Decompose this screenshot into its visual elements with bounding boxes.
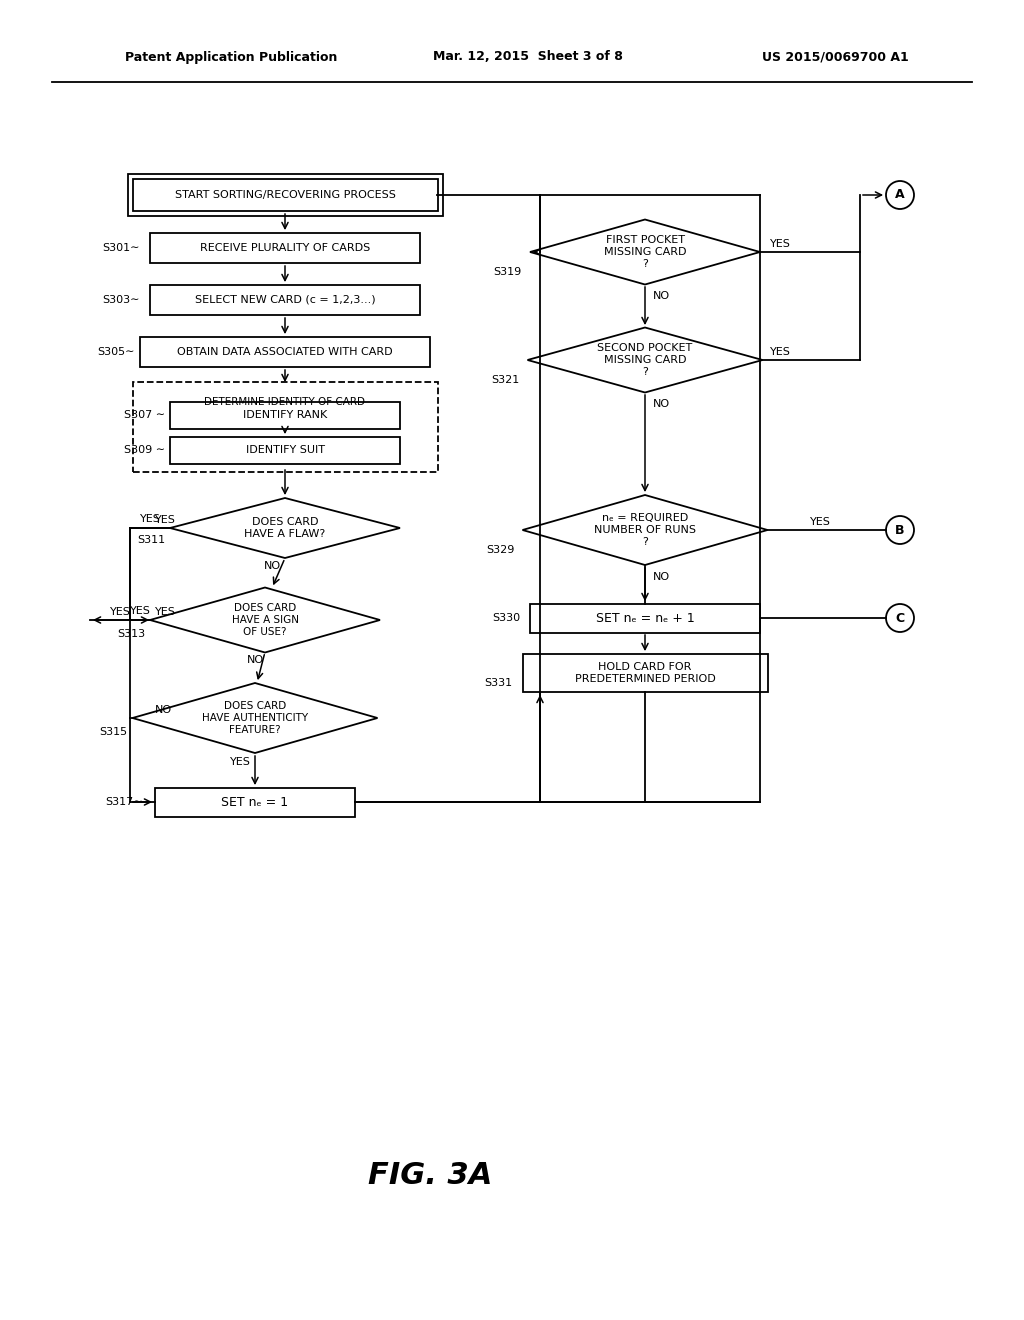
Text: NO: NO (263, 561, 281, 572)
Text: A: A (895, 189, 905, 202)
Text: YES: YES (110, 607, 130, 616)
Text: YES: YES (770, 347, 791, 356)
Polygon shape (522, 495, 768, 565)
Text: S321: S321 (492, 375, 520, 385)
Text: nₑ = REQUIRED
NUMBER OF RUNS
?: nₑ = REQUIRED NUMBER OF RUNS ? (594, 512, 696, 548)
Text: YES: YES (229, 756, 251, 767)
Polygon shape (170, 498, 400, 558)
Text: S305∼: S305∼ (97, 347, 135, 356)
Text: S317∼: S317∼ (105, 797, 143, 807)
Bar (170, 437, 400, 463)
Text: S319: S319 (494, 267, 522, 277)
Text: YES: YES (155, 515, 176, 525)
Text: SELECT NEW CARD (c = 1,2,3...): SELECT NEW CARD (c = 1,2,3...) (195, 294, 376, 305)
Text: S307 ∼: S307 ∼ (124, 411, 165, 420)
Text: IDENTIFY RANK: IDENTIFY RANK (243, 411, 327, 420)
Text: Patent Application Publication: Patent Application Publication (125, 50, 337, 63)
Text: FIG. 3A: FIG. 3A (368, 1160, 493, 1189)
Text: IDENTIFY SUIT: IDENTIFY SUIT (246, 445, 325, 455)
Bar (155, 788, 355, 817)
Bar (140, 337, 430, 367)
Text: FIRST POCKET
MISSING CARD
?: FIRST POCKET MISSING CARD ? (604, 235, 686, 269)
Text: S303∼: S303∼ (102, 294, 140, 305)
Text: SET nₑ = nₑ + 1: SET nₑ = nₑ + 1 (596, 611, 694, 624)
Polygon shape (530, 219, 760, 285)
Text: YES: YES (139, 513, 161, 524)
Text: DOES CARD
HAVE A FLAW?: DOES CARD HAVE A FLAW? (245, 517, 326, 539)
Text: S301∼: S301∼ (102, 243, 140, 253)
Text: SECOND POCKET
MISSING CARD
?: SECOND POCKET MISSING CARD ? (597, 343, 692, 378)
Text: DOES CARD
HAVE AUTHENTICITY
FEATURE?: DOES CARD HAVE AUTHENTICITY FEATURE? (202, 701, 308, 735)
Text: C: C (895, 611, 904, 624)
Text: START SORTING/RECOVERING PROCESS: START SORTING/RECOVERING PROCESS (174, 190, 395, 201)
Polygon shape (132, 682, 378, 752)
Text: YES: YES (810, 517, 830, 527)
Bar (150, 285, 420, 315)
Bar (132, 381, 437, 473)
Text: HOLD CARD FOR
PREDETERMINED PERIOD: HOLD CARD FOR PREDETERMINED PERIOD (574, 661, 716, 684)
Text: US 2015/0069700 A1: US 2015/0069700 A1 (762, 50, 908, 63)
Text: S330: S330 (492, 612, 520, 623)
Bar (150, 234, 420, 263)
Text: S309 ∼: S309 ∼ (124, 445, 165, 455)
Text: S315: S315 (99, 727, 127, 737)
Text: NO: NO (653, 290, 670, 301)
Text: S313: S313 (117, 630, 145, 639)
Bar (170, 401, 400, 429)
Text: NO: NO (247, 655, 263, 665)
Text: Mar. 12, 2015  Sheet 3 of 8: Mar. 12, 2015 Sheet 3 of 8 (433, 50, 623, 63)
Bar (132, 180, 437, 211)
Text: DETERMINE IDENTITY OF CARD: DETERMINE IDENTITY OF CARD (205, 397, 366, 407)
Text: NO: NO (155, 705, 172, 715)
Text: YES: YES (770, 239, 791, 249)
Text: YES: YES (155, 607, 176, 616)
Polygon shape (150, 587, 380, 652)
Text: SET nₑ = 1: SET nₑ = 1 (221, 796, 289, 808)
Text: S329: S329 (486, 545, 515, 554)
Text: B: B (895, 524, 905, 536)
Text: NO: NO (653, 572, 670, 582)
Text: S331: S331 (484, 678, 512, 688)
Text: S311: S311 (137, 535, 165, 545)
Polygon shape (527, 327, 763, 392)
Text: DOES CARD
HAVE A SIGN
OF USE?: DOES CARD HAVE A SIGN OF USE? (231, 603, 299, 638)
Text: RECEIVE PLURALITY OF CARDS: RECEIVE PLURALITY OF CARDS (200, 243, 370, 253)
Text: NO: NO (653, 399, 670, 409)
Bar (128, 174, 442, 216)
Text: YES: YES (130, 606, 151, 616)
Bar (522, 653, 768, 692)
Text: OBTAIN DATA ASSOCIATED WITH CARD: OBTAIN DATA ASSOCIATED WITH CARD (177, 347, 393, 356)
Bar (530, 603, 760, 632)
